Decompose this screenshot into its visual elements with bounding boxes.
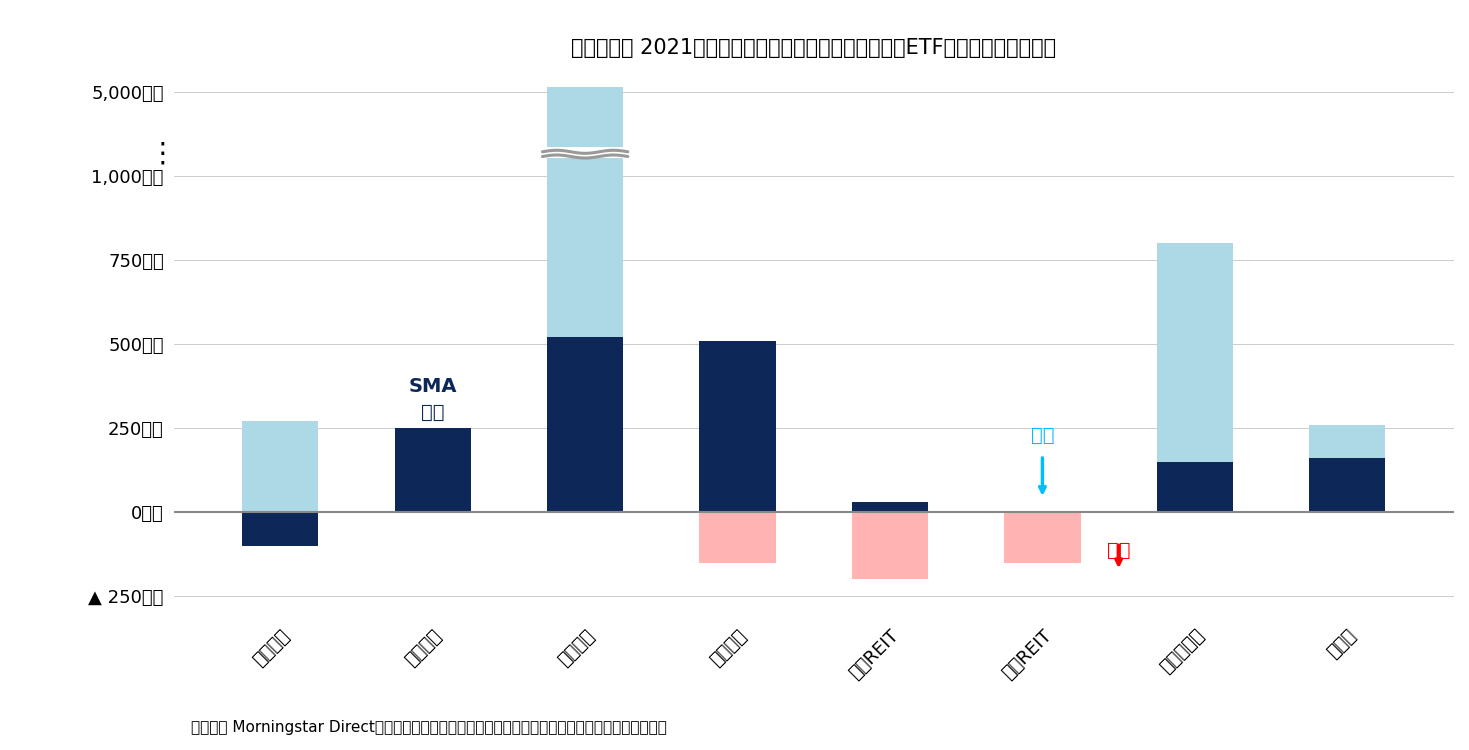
Bar (1309, 458, 1385, 512)
Bar (852, 503, 928, 512)
Text: ⋮: ⋮ (148, 140, 176, 168)
Bar (1005, 512, 1081, 562)
Bar (242, 422, 319, 512)
Bar (1156, 462, 1232, 512)
Text: 流入: 流入 (1031, 426, 1055, 445)
Bar (395, 428, 470, 512)
Bar (542, 148, 627, 158)
Bar (852, 512, 928, 580)
Bar (1005, 512, 1081, 539)
Bar (546, 86, 623, 338)
Bar (546, 338, 623, 512)
Text: （資料） Morningstar Directより作成。各資産クラスはイボットソン分類を用いてファンドを分類。: （資料） Morningstar Directより作成。各資産クラスはイボットソ… (191, 720, 667, 735)
Bar (1309, 424, 1385, 458)
Bar (242, 512, 319, 546)
Bar (699, 512, 776, 562)
Bar (699, 340, 776, 512)
Title: 『図表１』 2021年８月の日本籍追加型株式投信（除くETF）の推計資金流出入: 『図表１』 2021年８月の日本籍追加型株式投信（除くETF）の推計資金流出入 (571, 38, 1056, 58)
Bar (1156, 243, 1232, 462)
Text: 流出: 流出 (1108, 541, 1130, 560)
Text: SMA
専用: SMA 専用 (408, 377, 457, 422)
